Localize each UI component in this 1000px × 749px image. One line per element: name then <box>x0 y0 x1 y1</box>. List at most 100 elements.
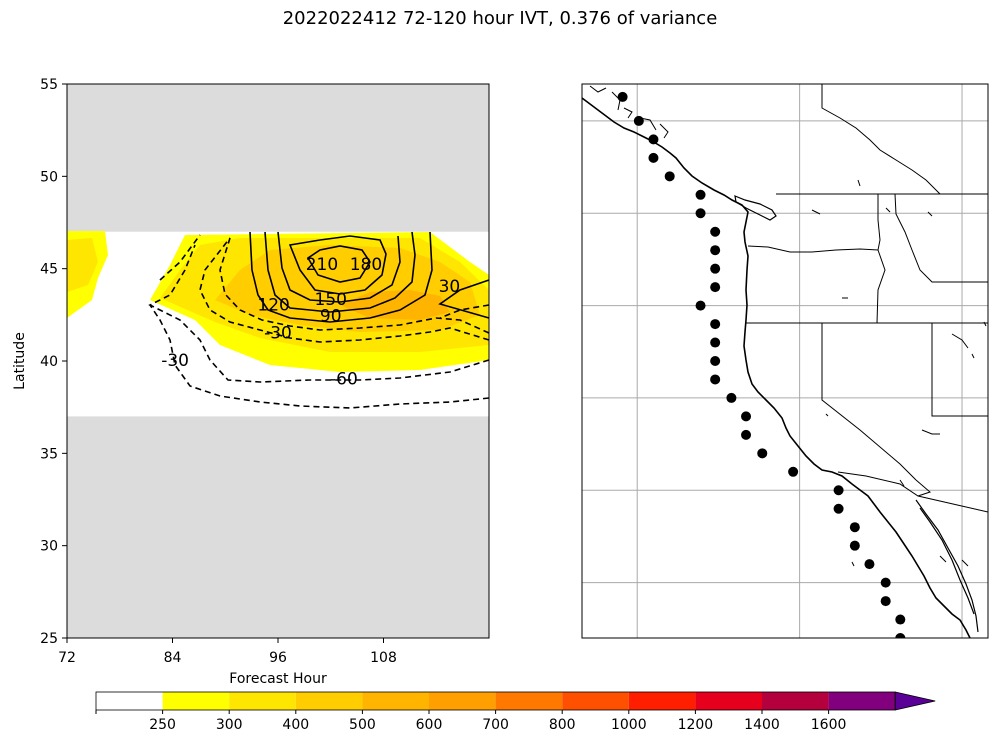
x-tick-label: 84 <box>164 650 182 666</box>
colorbar-tick-label: 700 <box>482 717 509 733</box>
map-point <box>648 152 659 163</box>
y-axis-ticks: 25 30 35 40 45 50 55 <box>40 77 67 647</box>
contour-line-solid <box>306 245 371 283</box>
map-point <box>741 429 752 440</box>
colorbar-tick-label: 800 <box>549 717 576 733</box>
contour-label: -30 <box>161 351 189 371</box>
map-point <box>710 356 721 366</box>
contour-line-dashed <box>148 244 490 383</box>
colorbar-tick-label: 1200 <box>678 717 714 733</box>
map-point <box>710 245 721 256</box>
map-point <box>880 596 891 607</box>
gulf-of-california <box>915 499 979 633</box>
contour-line-dashed <box>199 237 490 343</box>
colorbar-segment <box>429 692 496 710</box>
x-tick-label: 96 <box>269 650 287 666</box>
map-point <box>757 448 768 459</box>
y-axis-label: Latitude <box>12 332 28 390</box>
contour-line-dashed <box>149 304 490 409</box>
colorbar-segment <box>562 692 629 710</box>
map-point <box>788 466 799 477</box>
contour-label: 150 <box>315 290 347 310</box>
colorbar-segment <box>96 692 163 710</box>
vancouver-island <box>734 195 777 221</box>
map-point <box>648 134 659 145</box>
no-data-region-north <box>67 84 489 232</box>
contour-line-solid <box>249 231 433 323</box>
contour-label: 90 <box>320 307 342 327</box>
y-tick-label: 40 <box>40 354 58 370</box>
colorbar-segment <box>362 692 429 710</box>
y-tick-label: 50 <box>40 169 58 185</box>
no-data-region-south <box>67 416 489 638</box>
contour-line-solid <box>277 231 401 303</box>
y-tick-label: 45 <box>40 262 58 278</box>
y-tick-label: 55 <box>40 77 58 93</box>
contour-line-solid <box>438 279 490 319</box>
map-point <box>710 319 721 330</box>
contour-line-dashed <box>159 234 490 319</box>
map-frame <box>581 83 989 639</box>
map-point <box>833 503 844 514</box>
colorbar-segments <box>95 691 936 711</box>
figure-title: 2022022412 72-120 hour IVT, 0.376 of var… <box>282 8 718 29</box>
y-tick-label: 25 <box>40 631 58 647</box>
map-point <box>710 226 721 237</box>
colorbar-segment <box>295 692 363 710</box>
colorbar-tick-label: 500 <box>349 717 376 733</box>
map-point <box>633 115 644 126</box>
colorbar-tick-label: 300 <box>216 717 243 733</box>
map-point <box>864 559 875 570</box>
map-point <box>710 374 721 385</box>
map-point <box>710 263 721 274</box>
map-point <box>695 189 706 200</box>
contour-line-solid <box>288 235 387 295</box>
map-point <box>726 392 737 403</box>
fill-500 <box>340 290 450 320</box>
colorbar-tick-label: 1400 <box>744 717 780 733</box>
map-point <box>617 91 628 102</box>
colorbar-segment <box>162 692 230 710</box>
colorbar-tick-label: 400 <box>282 717 309 733</box>
map-point <box>710 337 721 348</box>
y-tick-label: 30 <box>40 539 58 555</box>
colorbar-tick-label: 250 <box>149 717 176 733</box>
contour-label: 30 <box>439 277 461 297</box>
map-point <box>833 485 844 496</box>
contour-lines <box>148 231 490 409</box>
colorbar-segment <box>495 692 563 710</box>
colorbar-segment <box>762 692 829 710</box>
colorbar-tick-label: 600 <box>416 717 443 733</box>
coastline <box>582 97 971 638</box>
map-borders <box>582 84 988 638</box>
x-tick-label: 108 <box>370 650 397 666</box>
contour-label: -30 <box>264 323 292 343</box>
map-point <box>741 411 752 422</box>
colorbar-ticks: 250 300 400 500 600 700 800 1000 1200 1400 1600 <box>95 710 846 733</box>
contour-label: 180 <box>350 255 382 275</box>
map-point <box>695 208 706 219</box>
fill-300 <box>67 238 98 292</box>
colorbar-segment <box>695 692 762 710</box>
map-point <box>695 300 706 311</box>
map-point <box>664 171 675 182</box>
contour-line-dashed <box>219 237 490 334</box>
colorbar-segment <box>229 692 296 710</box>
map-point <box>710 282 721 293</box>
x-axis-label: Forecast Hour <box>229 671 327 687</box>
map-point <box>880 577 891 588</box>
map-point <box>849 540 860 551</box>
colorbar-segment <box>828 692 896 710</box>
contour-line-solid <box>264 231 416 313</box>
colorbar-tick-label: 1000 <box>611 717 647 733</box>
map-point <box>895 633 906 638</box>
colorbar-extend-triangle <box>894 691 936 711</box>
contour-label: -60 <box>330 369 358 389</box>
x-axis-ticks: 72 84 96 108 <box>58 638 397 666</box>
map-point <box>849 522 860 533</box>
y-tick-label: 35 <box>40 446 58 462</box>
map-points <box>617 91 906 638</box>
